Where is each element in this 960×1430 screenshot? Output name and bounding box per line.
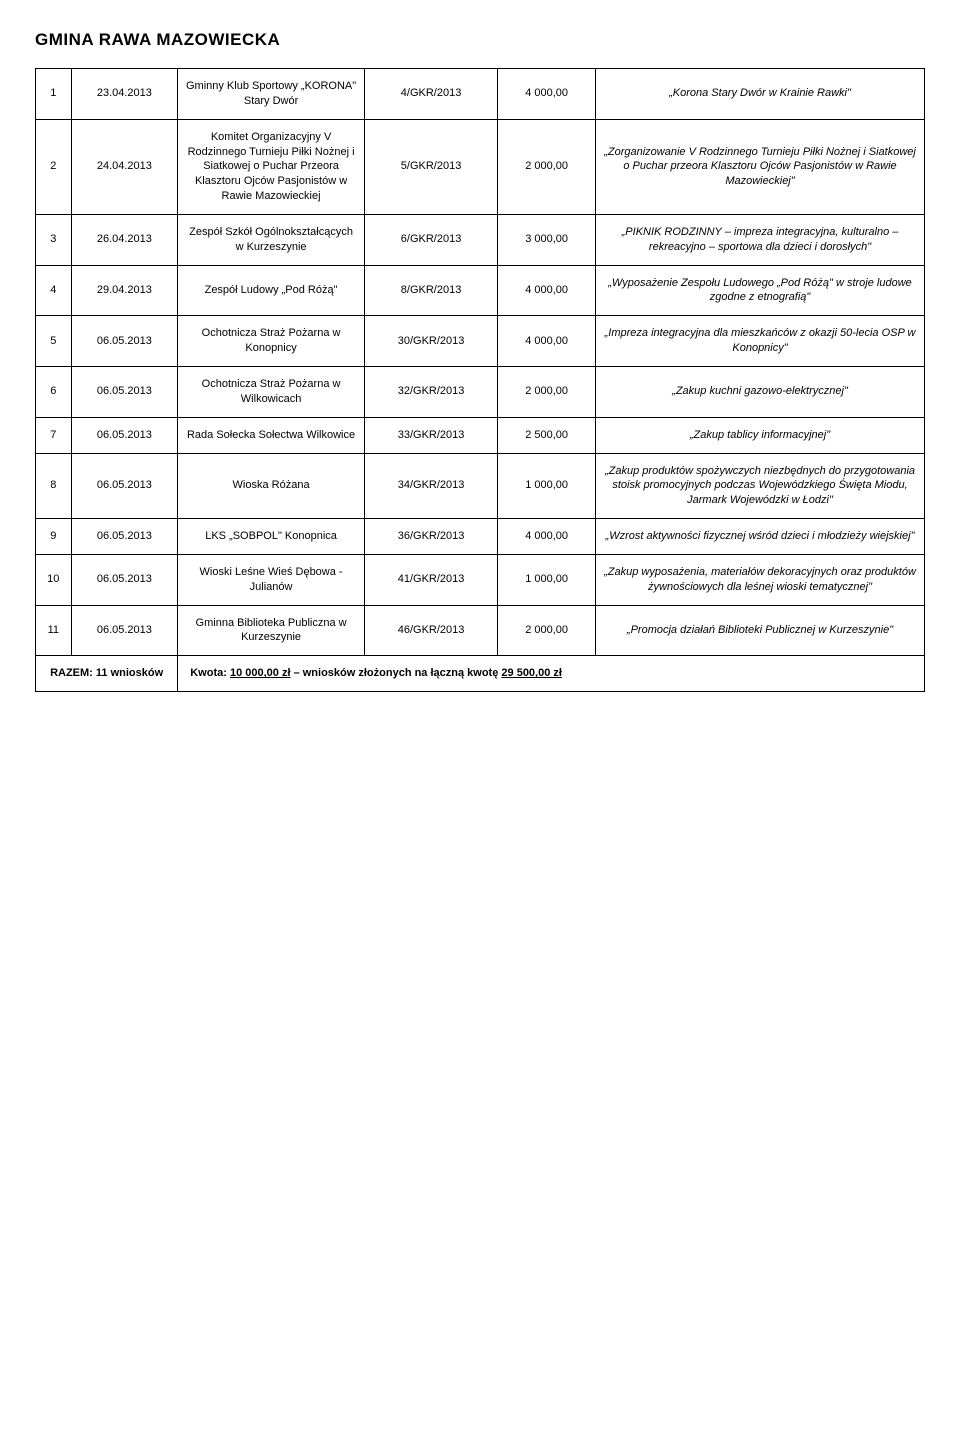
row-amount: 3 000,00: [498, 214, 596, 265]
table-row: 429.04.2013Zespół Ludowy „Pod Różą"8/GKR…: [36, 265, 925, 316]
row-ref: 46/GKR/2013: [364, 605, 497, 656]
row-date: 06.05.2013: [71, 605, 178, 656]
summary-text: Kwota: 10 000,00 zł – wniosków złożonych…: [178, 656, 925, 692]
row-amount: 1 000,00: [498, 453, 596, 519]
summary-row: RAZEM: 11 wnioskówKwota: 10 000,00 zł – …: [36, 656, 925, 692]
row-amount: 4 000,00: [498, 316, 596, 367]
row-desc: „Zorganizowanie V Rodzinnego Turnieju Pi…: [596, 119, 925, 214]
row-applicant: Wioski Leśne Wieś Dębowa - Julianów: [178, 554, 365, 605]
row-applicant: Zespół Ludowy „Pod Różą": [178, 265, 365, 316]
row-amount: 2 000,00: [498, 119, 596, 214]
row-date: 06.05.2013: [71, 366, 178, 417]
row-amount: 1 000,00: [498, 554, 596, 605]
table-row: 224.04.2013Komitet Organizacyjny V Rodzi…: [36, 119, 925, 214]
row-desc: „Korona Stary Dwór w Krainie Rawki": [596, 69, 925, 120]
row-number: 10: [36, 554, 72, 605]
table-row: 906.05.2013LKS „SOBPOL" Konopnica36/GKR/…: [36, 519, 925, 555]
row-date: 06.05.2013: [71, 316, 178, 367]
row-date: 06.05.2013: [71, 417, 178, 453]
summary-label: RAZEM: 11 wniosków: [36, 656, 178, 692]
table-row: 806.05.2013Wioska Różana34/GKR/20131 000…: [36, 453, 925, 519]
row-number: 5: [36, 316, 72, 367]
row-date: 06.05.2013: [71, 519, 178, 555]
row-applicant: Komitet Organizacyjny V Rodzinnego Turni…: [178, 119, 365, 214]
row-desc: „Zakup kuchni gazowo-elektrycznej": [596, 366, 925, 417]
row-number: 7: [36, 417, 72, 453]
row-desc: „Zakup tablicy informacyjnej": [596, 417, 925, 453]
grants-table: 123.04.2013Gminny Klub Sportowy „KORONA"…: [35, 68, 925, 692]
row-desc: „Zakup wyposażenia, materiałów dekoracyj…: [596, 554, 925, 605]
row-date: 06.05.2013: [71, 453, 178, 519]
row-ref: 34/GKR/2013: [364, 453, 497, 519]
table-row: 506.05.2013Ochotnicza Straż Pożarna w Ko…: [36, 316, 925, 367]
row-applicant: Rada Sołecka Sołectwa Wilkowice: [178, 417, 365, 453]
table-row: 123.04.2013Gminny Klub Sportowy „KORONA"…: [36, 69, 925, 120]
row-desc: „Wyposażenie Zespołu Ludowego „Pod Różą"…: [596, 265, 925, 316]
row-applicant: Ochotnicza Straż Pożarna w Wilkowicach: [178, 366, 365, 417]
row-amount: 4 000,00: [498, 265, 596, 316]
table-row: 326.04.2013Zespół Szkół Ogólnokształcący…: [36, 214, 925, 265]
row-date: 23.04.2013: [71, 69, 178, 120]
row-amount: 2 000,00: [498, 366, 596, 417]
row-ref: 6/GKR/2013: [364, 214, 497, 265]
row-number: 3: [36, 214, 72, 265]
row-ref: 5/GKR/2013: [364, 119, 497, 214]
table-row: 1106.05.2013Gminna Biblioteka Publiczna …: [36, 605, 925, 656]
row-applicant: Gminny Klub Sportowy „KORONA" Stary Dwór: [178, 69, 365, 120]
page-title: GMINA RAWA MAZOWIECKA: [35, 30, 925, 50]
row-ref: 33/GKR/2013: [364, 417, 497, 453]
row-number: 4: [36, 265, 72, 316]
row-applicant: Ochotnicza Straż Pożarna w Konopnicy: [178, 316, 365, 367]
table-row: 606.05.2013Ochotnicza Straż Pożarna w Wi…: [36, 366, 925, 417]
row-date: 24.04.2013: [71, 119, 178, 214]
row-number: 6: [36, 366, 72, 417]
row-date: 29.04.2013: [71, 265, 178, 316]
row-applicant: Gminna Biblioteka Publiczna w Kurzeszyni…: [178, 605, 365, 656]
row-number: 9: [36, 519, 72, 555]
row-amount: 2 500,00: [498, 417, 596, 453]
row-number: 11: [36, 605, 72, 656]
row-amount: 4 000,00: [498, 69, 596, 120]
row-applicant: LKS „SOBPOL" Konopnica: [178, 519, 365, 555]
row-ref: 36/GKR/2013: [364, 519, 497, 555]
row-ref: 30/GKR/2013: [364, 316, 497, 367]
row-applicant: Wioska Różana: [178, 453, 365, 519]
row-desc: „Promocja działań Biblioteki Publicznej …: [596, 605, 925, 656]
row-date: 06.05.2013: [71, 554, 178, 605]
row-number: 2: [36, 119, 72, 214]
row-amount: 4 000,00: [498, 519, 596, 555]
row-number: 1: [36, 69, 72, 120]
row-applicant: Zespół Szkół Ogólnokształcących w Kurzes…: [178, 214, 365, 265]
table-row: 1006.05.2013Wioski Leśne Wieś Dębowa - J…: [36, 554, 925, 605]
row-desc: „Impreza integracyjna dla mieszkańców z …: [596, 316, 925, 367]
row-ref: 41/GKR/2013: [364, 554, 497, 605]
row-ref: 8/GKR/2013: [364, 265, 497, 316]
table-row: 706.05.2013Rada Sołecka Sołectwa Wilkowi…: [36, 417, 925, 453]
row-desc: „Wzrost aktywności fizycznej wśród dziec…: [596, 519, 925, 555]
row-ref: 32/GKR/2013: [364, 366, 497, 417]
row-ref: 4/GKR/2013: [364, 69, 497, 120]
row-amount: 2 000,00: [498, 605, 596, 656]
row-number: 8: [36, 453, 72, 519]
row-desc: „PIKNIK RODZINNY – impreza integracyjna,…: [596, 214, 925, 265]
row-desc: „Zakup produktów spożywczych niezbędnych…: [596, 453, 925, 519]
row-date: 26.04.2013: [71, 214, 178, 265]
